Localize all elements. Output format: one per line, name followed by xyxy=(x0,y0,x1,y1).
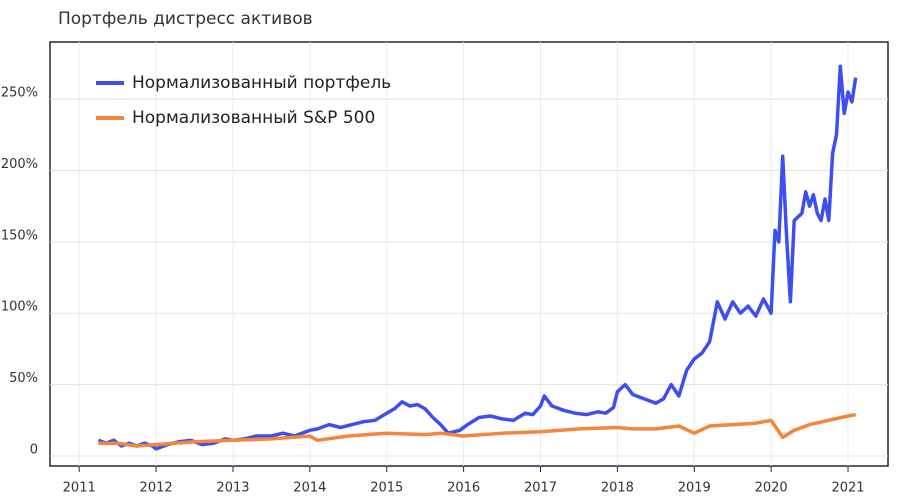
y-tick-label: 150% xyxy=(1,228,38,243)
series-line xyxy=(98,412,857,448)
x-tick-label: 2014 xyxy=(293,481,326,496)
x-tick-label: 2011 xyxy=(63,481,96,496)
x-tick-label: 2016 xyxy=(447,481,480,496)
x-tick-label: 2021 xyxy=(831,481,864,496)
x-tick-label: 2020 xyxy=(755,481,788,496)
x-tick-label: 2013 xyxy=(216,481,249,496)
y-tick-label: 100% xyxy=(1,300,38,315)
y-tick-label: 50% xyxy=(9,371,38,386)
y-tick-label: 200% xyxy=(1,157,38,172)
x-tick-label: 2015 xyxy=(370,481,403,496)
y-tick-label: 0 xyxy=(30,443,38,458)
x-tick-label: 2017 xyxy=(524,481,557,496)
x-tick-label: 2012 xyxy=(140,481,173,496)
legend-label: Нормализованный S&P 500 xyxy=(132,108,375,128)
y-tick-label: 250% xyxy=(1,86,38,101)
x-tick-label: 2018 xyxy=(601,481,634,496)
legend-label: Нормализованный портфель xyxy=(132,73,391,93)
plot-frame xyxy=(49,41,889,467)
x-tick-label: 2019 xyxy=(678,481,711,496)
chart-title: Портфель дистресс активов xyxy=(58,9,313,29)
